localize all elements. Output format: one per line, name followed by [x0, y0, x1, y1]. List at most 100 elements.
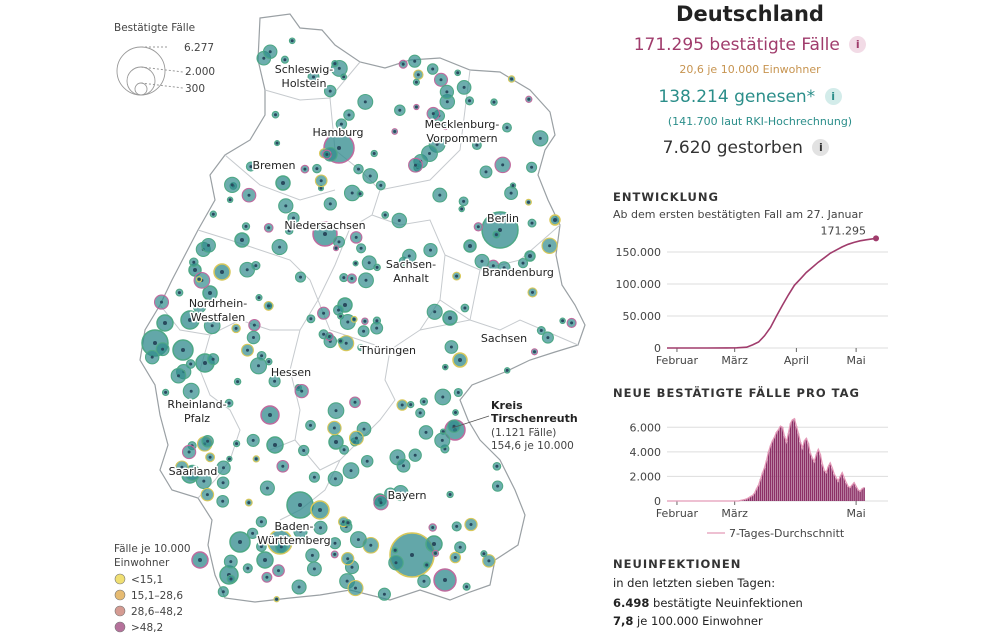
county-center-dot — [207, 243, 210, 247]
label-niedersachsen: Niedersachsen — [284, 219, 365, 232]
county-center-dot — [484, 170, 488, 174]
county-center-dot — [468, 99, 471, 103]
size-legend-value-large: 6.277 — [184, 42, 214, 54]
cum-end-label: 171.295 — [821, 224, 867, 237]
county-center-dot — [570, 321, 574, 325]
recovered-info-icon[interactable]: i — [824, 88, 842, 105]
daily-bar — [755, 488, 758, 501]
county-center-dot — [456, 71, 460, 75]
county-center-dot — [251, 531, 255, 535]
county-center-dot — [222, 466, 225, 470]
county-center-dot — [210, 324, 214, 328]
county-center-dot — [325, 153, 329, 156]
county-center-dot — [334, 409, 338, 413]
confirmed-value: 171.295 — [633, 35, 705, 55]
germany-map-svg[interactable]: Schleswig- Holstein Mecklenburg- Vorpomm… — [0, 0, 600, 636]
county-center-dot — [533, 350, 536, 354]
daily-x-tick: März — [721, 507, 748, 520]
county-center-dot — [244, 224, 248, 228]
county-center-dot — [367, 261, 371, 265]
county-center-dot — [299, 275, 302, 279]
county-center-dot — [434, 551, 437, 555]
county-center-dot — [354, 436, 358, 440]
county-center-dot — [422, 579, 426, 583]
county-center-dot — [310, 553, 314, 557]
county-center-dot — [494, 233, 498, 237]
county-center-dot — [548, 244, 552, 248]
county-center-dot — [303, 167, 307, 171]
county-center-dot — [281, 464, 285, 468]
new-infections-title: NEUINFEKTIONEN — [613, 557, 742, 571]
county-center-dot — [333, 552, 337, 556]
confirmed-rate-value: 20,6 — [679, 63, 704, 76]
county-center-dot — [458, 545, 462, 549]
county-center-dot — [364, 278, 368, 282]
county-center-dot — [334, 440, 338, 444]
new-infections-rate-row: 7,8 je 100.000 Einwohner — [613, 614, 763, 628]
daily-bar — [773, 437, 776, 501]
daily-bar — [751, 495, 754, 501]
county-center-dot — [480, 259, 484, 263]
county-center-dot — [284, 204, 288, 208]
county-center-dot — [498, 228, 502, 232]
county-center-dot — [491, 264, 495, 268]
deaths-label: gestorben — [716, 138, 803, 158]
county-center-dot — [363, 100, 367, 104]
cum-x-tick: April — [784, 354, 809, 367]
county-center-dot — [203, 361, 207, 365]
county-center-dot — [292, 216, 295, 220]
label-sachsen-anhalt-1: Sachsen- — [386, 258, 436, 271]
color-legend-label: <15,1 — [131, 574, 163, 586]
county-center-dot — [206, 439, 210, 443]
county-center-dot — [445, 100, 449, 104]
county-center-dot — [246, 566, 250, 570]
germany-map[interactable]: Schleswig- Holstein Mecklenburg- Vorpomm… — [0, 0, 600, 636]
daily-bar — [825, 472, 828, 501]
daily-bar — [759, 478, 762, 501]
confirmed-info-icon[interactable]: i — [849, 36, 867, 53]
county-center-dot — [260, 354, 264, 358]
deaths-row: 7.620 gestorben i — [601, 138, 891, 158]
daily-bar — [829, 462, 832, 501]
county-circles[interactable] — [141, 37, 577, 603]
cumulative-chart: 0 50.000 100.000 150.000 Februar März April Mai… — [616, 224, 888, 367]
color-legend-items: <15,1 15,1–28,6 28,6–48,2 >48,2 — [114, 573, 183, 634]
color-legend-label: >48,2 — [131, 622, 163, 634]
county-center-dot — [444, 125, 447, 129]
daily-bar — [781, 427, 784, 501]
county-center-dot — [429, 248, 432, 252]
daily-bar — [795, 426, 798, 501]
label-thueringen: Thüringen — [359, 344, 416, 357]
daily-bar — [789, 423, 792, 501]
county-center-dot — [328, 202, 332, 206]
county-center-dot — [453, 556, 457, 559]
color-legend-item: 28,6–48,2 — [114, 605, 183, 618]
county-center-dot — [495, 464, 499, 468]
county-center-dot — [278, 245, 282, 249]
label-bremen: Bremen — [252, 159, 295, 172]
label-saarland: Saarland — [169, 465, 218, 478]
color-legend-title-1: Fälle je 10.000 — [114, 543, 191, 555]
county-center-dot — [492, 100, 496, 104]
county-center-dot — [153, 341, 157, 345]
county-center-dot — [198, 305, 202, 309]
county-center-dot — [279, 545, 283, 549]
county-center-dot — [265, 575, 269, 579]
new-infections-count-value: 6.498 — [613, 596, 650, 610]
county-center-dot — [220, 270, 224, 274]
county-center-dot — [319, 186, 323, 190]
county-center-dot — [354, 261, 358, 265]
county-center-dot — [350, 191, 354, 195]
county-center-dot — [502, 266, 506, 270]
county-center-dot — [409, 403, 413, 407]
new-infections-count-label: bestätigte Neuinfektionen — [653, 596, 803, 610]
recovered-label: genesen* — [734, 87, 816, 107]
confirmed-rate-row: 20,6 je 10.000 Einwohner — [605, 63, 895, 76]
county-center-dot — [235, 442, 239, 446]
deaths-info-icon[interactable]: i — [812, 139, 830, 156]
county-center-dot — [383, 213, 387, 217]
cum-x-tick: Februar — [656, 354, 699, 367]
county-center-dot — [177, 374, 180, 378]
county-center-dot — [449, 345, 453, 349]
daily-bar — [769, 445, 772, 501]
